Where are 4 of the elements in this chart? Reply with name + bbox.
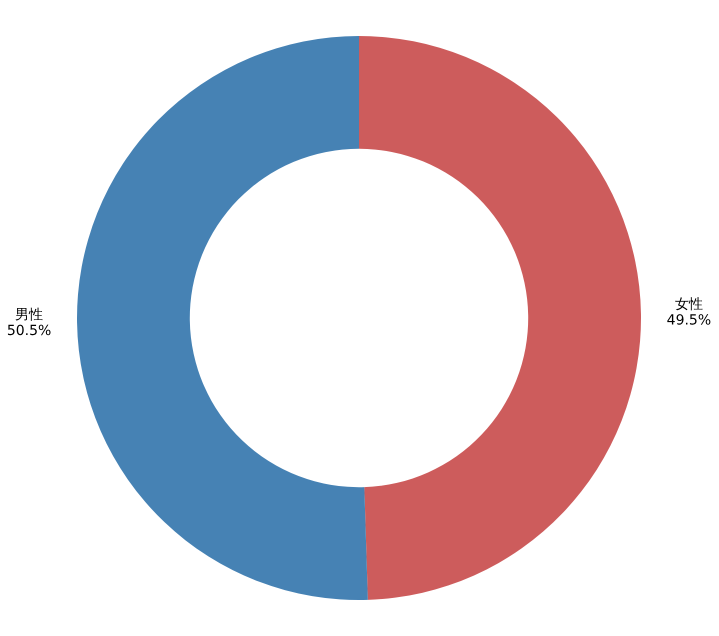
- slice-label: 男性: [15, 306, 44, 323]
- data-label: 50.5%: [6, 322, 52, 339]
- slice-label: 女性: [674, 296, 703, 312]
- data-label: 49.5%: [666, 312, 712, 328]
